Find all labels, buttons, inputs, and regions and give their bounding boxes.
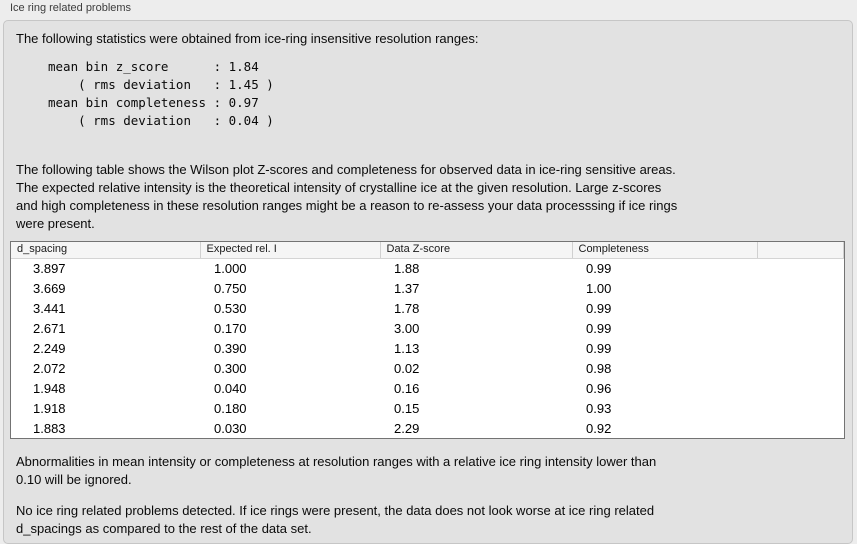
cell-empty <box>757 378 844 398</box>
cell-completeness: 1.00 <box>586 280 612 296</box>
cell-data-z-score: 1.88 <box>394 260 420 276</box>
cell-empty <box>757 358 844 378</box>
cell-data-z-score: 3.00 <box>394 320 420 336</box>
cell-completeness: 0.99 <box>586 260 612 276</box>
table-row[interactable]: 1.918 0.180 0.15 0.93 <box>11 398 844 418</box>
cell-data-z-score: 1.37 <box>394 280 420 296</box>
cell-data-z-score: 1.13 <box>394 340 420 356</box>
cell-expected-rel-i: 0.180 <box>214 400 247 416</box>
cell-data-z-score: 0.16 <box>394 380 420 396</box>
cell-expected-rel-i: 0.390 <box>214 340 247 356</box>
statistics-block: mean bin z_score : 1.84 ( rms deviation … <box>48 59 274 128</box>
cell-completeness: 0.93 <box>586 400 612 416</box>
cell-completeness: 0.96 <box>586 380 612 396</box>
intro-text: The following statistics were obtained f… <box>16 31 479 46</box>
column-header-data-z-score[interactable]: Data Z-score <box>380 242 573 259</box>
cell-empty <box>757 338 844 358</box>
cell-d-spacing: 1.883 <box>33 420 66 436</box>
table-row[interactable]: 3.897 1.000 1.88 0.99 <box>11 258 844 278</box>
table-row[interactable]: 3.441 0.530 1.78 0.99 <box>11 298 844 318</box>
table-header-row: d_spacing Expected rel. I Data Z-score C… <box>11 242 844 259</box>
table-intro-text: The following table shows the Wilson plo… <box>16 162 678 231</box>
cell-completeness: 0.99 <box>586 320 612 336</box>
cell-d-spacing: 1.918 <box>33 400 66 416</box>
cell-d-spacing: 1.948 <box>33 380 66 396</box>
cell-completeness: 0.99 <box>586 300 612 316</box>
cell-empty <box>757 278 844 298</box>
cell-data-z-score: 2.29 <box>394 420 420 436</box>
cell-expected-rel-i: 1.000 <box>214 260 247 276</box>
column-header-expected-rel-i[interactable]: Expected rel. I <box>200 242 381 259</box>
table-row[interactable]: 2.072 0.300 0.02 0.98 <box>11 358 844 378</box>
cell-empty <box>757 298 844 318</box>
cell-d-spacing: 3.441 <box>33 300 66 316</box>
table-row[interactable]: 3.669 0.750 1.37 1.00 <box>11 278 844 298</box>
cell-expected-rel-i: 0.170 <box>214 320 247 336</box>
column-header-empty <box>757 242 844 259</box>
cell-d-spacing: 2.249 <box>33 340 66 356</box>
cell-d-spacing: 2.671 <box>33 320 66 336</box>
cell-completeness: 0.92 <box>586 420 612 436</box>
cell-d-spacing: 2.072 <box>33 360 66 376</box>
column-header-completeness[interactable]: Completeness <box>572 242 758 259</box>
cell-data-z-score: 0.15 <box>394 400 420 416</box>
cell-empty <box>757 318 844 338</box>
cell-expected-rel-i: 0.030 <box>214 420 247 436</box>
table-row[interactable]: 2.249 0.390 1.13 0.99 <box>11 338 844 358</box>
cell-expected-rel-i: 0.750 <box>214 280 247 296</box>
cell-data-z-score: 1.78 <box>394 300 420 316</box>
table-row[interactable]: 1.948 0.040 0.16 0.96 <box>11 378 844 398</box>
ice-ring-table: d_spacing Expected rel. I Data Z-score C… <box>10 241 845 439</box>
cell-d-spacing: 3.897 <box>33 260 66 276</box>
ice-ring-groupbox: The following statistics were obtained f… <box>3 20 853 544</box>
cell-d-spacing: 3.669 <box>33 280 66 296</box>
cell-expected-rel-i: 0.300 <box>214 360 247 376</box>
cell-data-z-score: 0.02 <box>394 360 420 376</box>
cell-empty <box>757 418 844 438</box>
table-row[interactable]: 2.671 0.170 3.00 0.99 <box>11 318 844 338</box>
panel-title: Ice ring related problems <box>10 2 132 14</box>
cell-empty <box>757 258 844 278</box>
cell-expected-rel-i: 0.530 <box>214 300 247 316</box>
ignore-note-text: Abnormalities in mean intensity or compl… <box>16 454 657 487</box>
cell-completeness: 0.98 <box>586 360 612 376</box>
column-header-d-spacing[interactable]: d_spacing <box>11 242 201 259</box>
conclusion-text: No ice ring related problems detected. I… <box>16 503 655 536</box>
table-row[interactable]: 1.883 0.030 2.29 0.92 <box>11 418 844 438</box>
cell-empty <box>757 398 844 418</box>
cell-completeness: 0.99 <box>586 340 612 356</box>
cell-expected-rel-i: 0.040 <box>214 380 247 396</box>
